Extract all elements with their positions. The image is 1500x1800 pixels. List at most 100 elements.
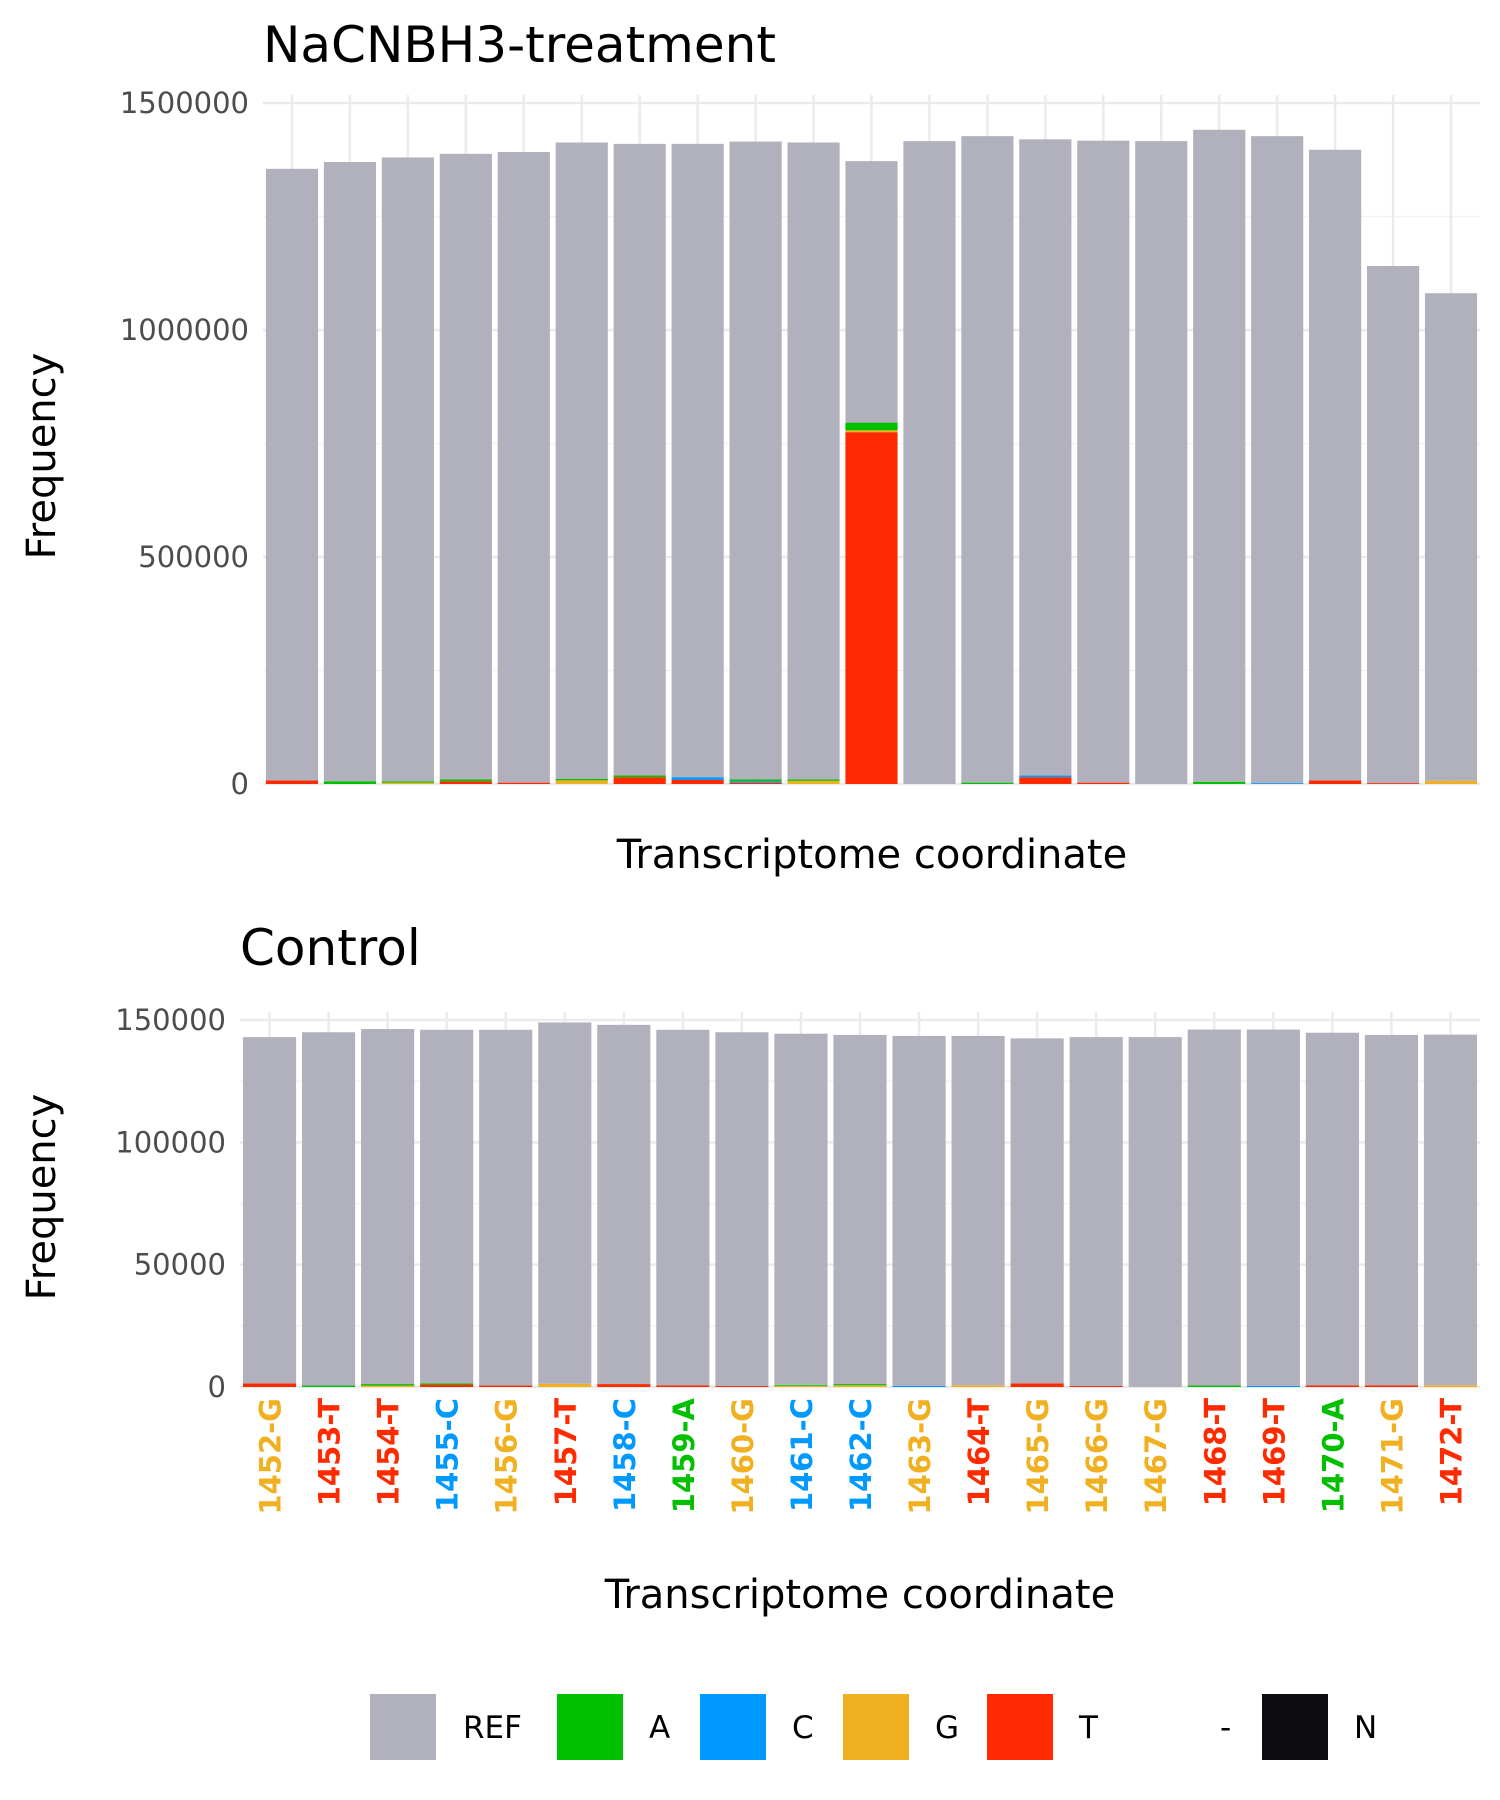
bar-1461-C-A <box>787 779 840 781</box>
bar-1454-T-REF <box>381 157 434 782</box>
bar-1456-G-T <box>497 782 550 784</box>
x-tick-label: 1466-G <box>1080 1398 1114 1515</box>
y-tick-label: 1500000 <box>120 86 249 120</box>
x-tick-label: 1456-G <box>490 1398 524 1515</box>
bar-1458-C-REF <box>597 1024 651 1385</box>
x-tick-label: 1470-A <box>1316 1397 1350 1513</box>
x-axis-title: Transcriptome coordinate <box>616 832 1127 878</box>
bar-1455-C-A <box>439 779 492 782</box>
y-axis-title: Frequency <box>19 1094 65 1301</box>
x-tick-label: 1468-T <box>1198 1398 1232 1506</box>
bar-1471-G-T <box>1366 783 1420 784</box>
y-tick-label: 50000 <box>134 1248 226 1282</box>
bar-1461-C-G <box>774 1385 828 1387</box>
bar-1471-G-REF <box>1366 265 1420 784</box>
bar-1453-T-A <box>302 1385 356 1387</box>
bar-1462-C-A <box>845 422 898 431</box>
bar-1460-G-T <box>715 1386 769 1387</box>
bar-1472-T-REF <box>1423 1034 1478 1386</box>
bar-1458-C-T <box>597 1384 651 1387</box>
bar-1467-G-REF <box>1135 141 1188 785</box>
legend-label: N <box>1354 1710 1377 1746</box>
legend-swatch <box>1262 1694 1328 1760</box>
bar-1461-C-REF <box>787 142 840 780</box>
bar-1459-A-T <box>656 1385 710 1387</box>
bar-1462-C-A <box>833 1384 887 1386</box>
y-tick-label: 1000000 <box>120 313 249 347</box>
bar-1468-T-REF <box>1193 129 1246 782</box>
bar-1460-G-C <box>729 781 782 783</box>
x-tick-label: 1460-G <box>726 1398 760 1515</box>
bar-1469-T-C <box>1251 783 1304 784</box>
chart-title: NaCNBH3-treatment <box>263 16 776 74</box>
bar-1452-G-REF <box>242 1037 297 1384</box>
bar-1460-G-T <box>729 782 782 784</box>
bar-1456-G-REF <box>479 1029 533 1386</box>
bar-1458-C-T <box>613 777 666 784</box>
bar-1462-C-T <box>845 432 898 784</box>
bar-1457-T-REF <box>538 1022 592 1384</box>
bar-1465-G-REF <box>1010 1038 1064 1384</box>
bar-1467-G-REF <box>1128 1037 1182 1387</box>
bar-1470-A-REF <box>1309 149 1362 781</box>
bar-1463-G-C <box>892 1385 946 1387</box>
bar-1466-G-T <box>1069 1386 1123 1387</box>
bar-1462-C-REF <box>845 161 898 423</box>
legend-swatch <box>700 1694 766 1760</box>
bar-1472-T-G <box>1423 1385 1478 1387</box>
x-tick-label: 1461-C <box>785 1398 819 1512</box>
bar-1465-G-C <box>1019 775 1072 778</box>
bar-1457-T-A <box>555 779 608 781</box>
legend-swatch <box>1130 1694 1196 1760</box>
legend-label: G <box>935 1710 959 1746</box>
y-tick-label: 500000 <box>138 540 249 574</box>
bar-1452-G-REF <box>265 168 319 781</box>
x-tick-label: 1463-G <box>903 1398 937 1515</box>
bar-1453-T-A <box>323 781 377 784</box>
bars <box>265 129 1478 785</box>
x-tick-label: 1471-G <box>1375 1398 1409 1515</box>
bar-1452-G-T <box>265 780 319 784</box>
bar-1466-G-REF <box>1069 1037 1123 1387</box>
x-tick-label: 1459-A <box>667 1397 701 1513</box>
bar-1466-G-T <box>1077 782 1130 784</box>
bar-1454-T-REF <box>361 1029 415 1385</box>
bar-1464-T-REF <box>961 136 1014 783</box>
x-tick-label: 1462-C <box>844 1398 878 1512</box>
bar-1454-T-A <box>381 781 434 783</box>
legend-item-C: C <box>700 1694 814 1760</box>
bar-1460-G-A <box>729 779 782 782</box>
bar-1470-A-T <box>1305 1385 1359 1387</box>
x-tick-labels: 1452-G 1453-T 1454-T 1455-C 1456-G 1457-T 1458… <box>254 1397 1469 1514</box>
bar-1465-G-T <box>1010 1383 1064 1387</box>
legend-label: A <box>649 1710 670 1746</box>
x-axis-title: Transcriptome coordinate <box>604 1572 1115 1618</box>
bar-1465-G-REF <box>1019 139 1072 776</box>
bar-1455-C-A <box>420 1383 474 1385</box>
x-tick-label: 1458-C <box>608 1398 642 1512</box>
x-tick-label: 1472-T <box>1434 1398 1468 1506</box>
panel-nacnbh3: NaCNBH3-treatment 050000010000001500000 … <box>19 16 1480 878</box>
legend-item-A: A <box>557 1694 670 1760</box>
bar-1459-A-T <box>671 779 724 784</box>
y-tick-label: 0 <box>208 1370 226 1404</box>
legend-label: - <box>1220 1710 1231 1746</box>
bar-1468-T-A <box>1187 1385 1241 1387</box>
legend-swatch <box>557 1694 623 1760</box>
bar-1463-G-REF <box>892 1035 946 1386</box>
bar-1452-G-T <box>242 1383 297 1387</box>
x-tick-label: 1453-T <box>313 1398 347 1506</box>
bar-1461-C-REF <box>774 1033 828 1385</box>
y-axis-title: Frequency <box>19 353 65 560</box>
bar-1469-T-REF <box>1246 1029 1300 1386</box>
bar-1455-C-REF <box>439 153 492 780</box>
bar-1464-T-A <box>961 782 1014 784</box>
legend-item-dash: - <box>1130 1694 1231 1760</box>
chart-title: Control <box>240 919 421 977</box>
bar-1462-C-REF <box>833 1034 887 1385</box>
x-tick-label: 1469-T <box>1257 1398 1291 1506</box>
bar-1469-T-C <box>1246 1385 1300 1387</box>
bar-1466-G-REF <box>1077 140 1130 783</box>
